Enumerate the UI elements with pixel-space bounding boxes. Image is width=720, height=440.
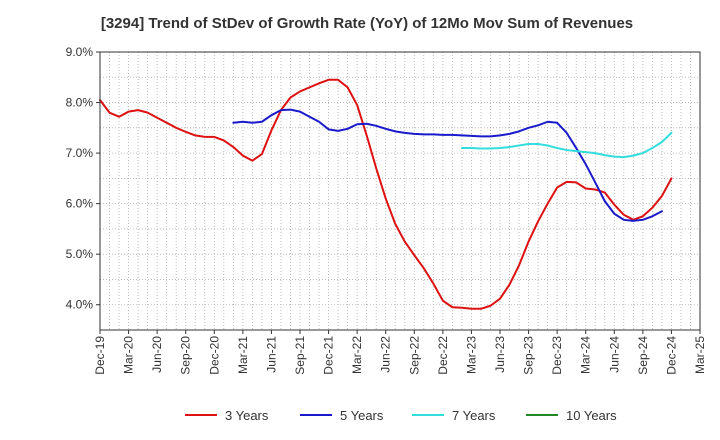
x-tick-label: Jun-22 — [379, 336, 393, 373]
y-tick-label: 5.0% — [66, 247, 94, 261]
grid — [100, 52, 700, 330]
x-tick-label: Sep-23 — [522, 336, 536, 375]
y-axis-ticks: 4.0% 5.0% 6.0% 7.0% 8.0% 9.0% — [66, 45, 100, 312]
x-tick-label: Mar-21 — [236, 336, 250, 374]
y-tick-label: 9.0% — [66, 45, 94, 59]
y-tick-label: 6.0% — [66, 197, 94, 211]
series-line-5-years — [232, 108, 663, 222]
x-tick-label: Mar-23 — [464, 336, 478, 374]
x-tick-label: Dec-21 — [322, 336, 336, 375]
legend: 3 Years 5 Years 7 Years 10 Years — [185, 408, 617, 423]
y-tick-label: 8.0% — [66, 96, 94, 110]
x-tick-label: Dec-23 — [550, 336, 564, 375]
x-axis-ticks: Dec-19 Mar-20 Jun-20 Sep-20 Dec-20 Mar-21 Jun-… — [93, 330, 707, 375]
legend-label: 3 Years — [225, 408, 269, 423]
legend-label: 5 Years — [340, 408, 384, 423]
x-tick-label: Sep-24 — [636, 336, 650, 375]
plot-frame — [99, 51, 701, 331]
y-tick-label: 7.0% — [66, 146, 94, 160]
x-tick-label: Jun-24 — [607, 336, 621, 373]
x-tick-label: Mar-25 — [693, 336, 707, 374]
x-tick-label: Sep-21 — [293, 336, 307, 375]
x-tick-label: Mar-24 — [579, 336, 593, 374]
x-tick-label: Dec-20 — [207, 336, 221, 375]
legend-label: 7 Years — [452, 408, 496, 423]
x-tick-label: Mar-22 — [350, 336, 364, 374]
series-lines — [99, 78, 673, 310]
x-tick-label: Sep-20 — [179, 336, 193, 375]
legend-label: 10 Years — [566, 408, 617, 423]
series-line-7-years — [460, 131, 673, 159]
chart-title: [3294] Trend of StDev of Growth Rate (Yo… — [101, 15, 633, 32]
x-tick-label: Jun-21 — [264, 336, 278, 373]
x-tick-label: Jun-23 — [493, 336, 507, 373]
x-tick-label: Dec-24 — [664, 336, 678, 375]
x-tick-label: Sep-22 — [407, 336, 421, 375]
x-tick-label: Mar-20 — [122, 336, 136, 374]
x-tick-label: Jun-20 — [150, 336, 164, 373]
series-line-3-years — [99, 78, 673, 310]
y-tick-label: 4.0% — [66, 298, 94, 312]
x-tick-label: Dec-22 — [436, 336, 450, 375]
x-tick-label: Dec-19 — [93, 336, 107, 375]
